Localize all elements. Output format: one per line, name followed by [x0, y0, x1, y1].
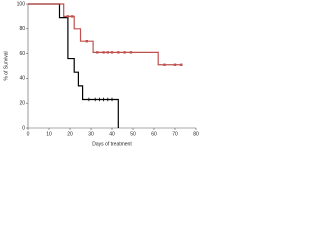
y-tick-label: 100: [17, 1, 26, 7]
censor-marker: [85, 40, 88, 43]
x-tick-label: 60: [151, 131, 157, 137]
x-tick-label: 20: [67, 131, 73, 137]
censor-marker: [70, 15, 74, 18]
y-tick-label: 0: [22, 125, 25, 131]
page: {"chart_data": {"type": "step", "xlabel"…: [3, 1, 199, 148]
y-tick-label: 20: [19, 101, 25, 107]
chart: Days of treatment % of Survival 0 20 40 60 8…: [3, 1, 199, 147]
x-tick-label: 40: [109, 131, 115, 137]
censor-marker: [123, 51, 126, 54]
y-tick-label: 40: [19, 76, 25, 82]
y-axis-label: % of Survival: [3, 51, 9, 80]
censor-marker: [106, 51, 109, 54]
y-tick-label: 80: [19, 26, 25, 32]
censor-marker: [96, 51, 99, 54]
censor-marker: [66, 15, 70, 18]
x-tick-label: 50: [130, 131, 136, 137]
censor-marker: [163, 63, 166, 66]
x-tick-label: 10: [46, 131, 52, 137]
survival-line: [28, 3, 182, 66]
x-axis-label: Days of treatment: [92, 141, 132, 147]
x-tick-label: 30: [88, 131, 94, 137]
x-tick-label: 0: [27, 131, 30, 137]
censor-marker: [173, 63, 177, 66]
censor-marker: [110, 51, 114, 54]
censor-marker: [129, 51, 133, 54]
censor-marker: [102, 51, 105, 54]
y-tick-label: 60: [19, 51, 25, 57]
x-tick-label: 70: [172, 131, 178, 137]
x-tick-label: 80: [193, 131, 199, 137]
censor-marker: [180, 63, 183, 66]
censor-marker: [117, 51, 120, 54]
survival-line: [28, 3, 119, 128]
